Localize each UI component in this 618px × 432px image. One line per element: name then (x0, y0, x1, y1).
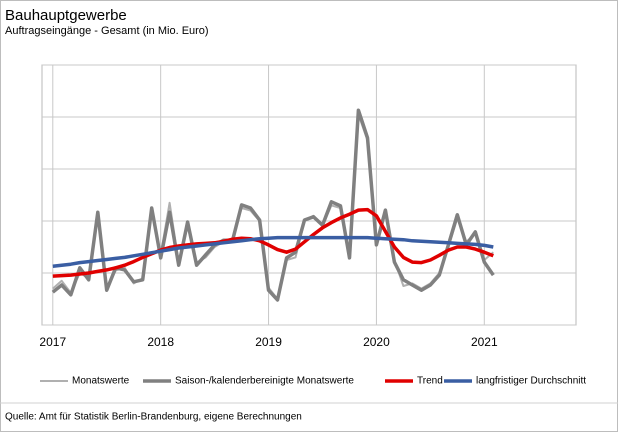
x-tick-label: 2019 (255, 335, 282, 349)
series-line (52, 207, 494, 278)
x-tick-label: 2020 (363, 335, 390, 349)
series-line (52, 235, 494, 268)
x-tick-label: 2021 (471, 335, 498, 349)
legend-label: langfristiger Durchschnitt (476, 376, 586, 387)
legend-label: Monatswerte (72, 376, 130, 387)
legend-label: Saison-/kalenderbereinigte Monatswerte (175, 376, 354, 387)
chart-subtitle: Auftragseingänge - Gesamt (in Mio. Euro) (5, 25, 209, 37)
legend-label: Trend (417, 376, 443, 387)
source: Quelle: Amt für Statistik Berlin-Branden… (5, 412, 302, 423)
x-tick-label: 2018 (147, 335, 174, 349)
x-tick-label: 2017 (39, 335, 66, 349)
series-line (51, 108, 495, 302)
chart-title: Bauhauptgewerbe (5, 7, 127, 24)
